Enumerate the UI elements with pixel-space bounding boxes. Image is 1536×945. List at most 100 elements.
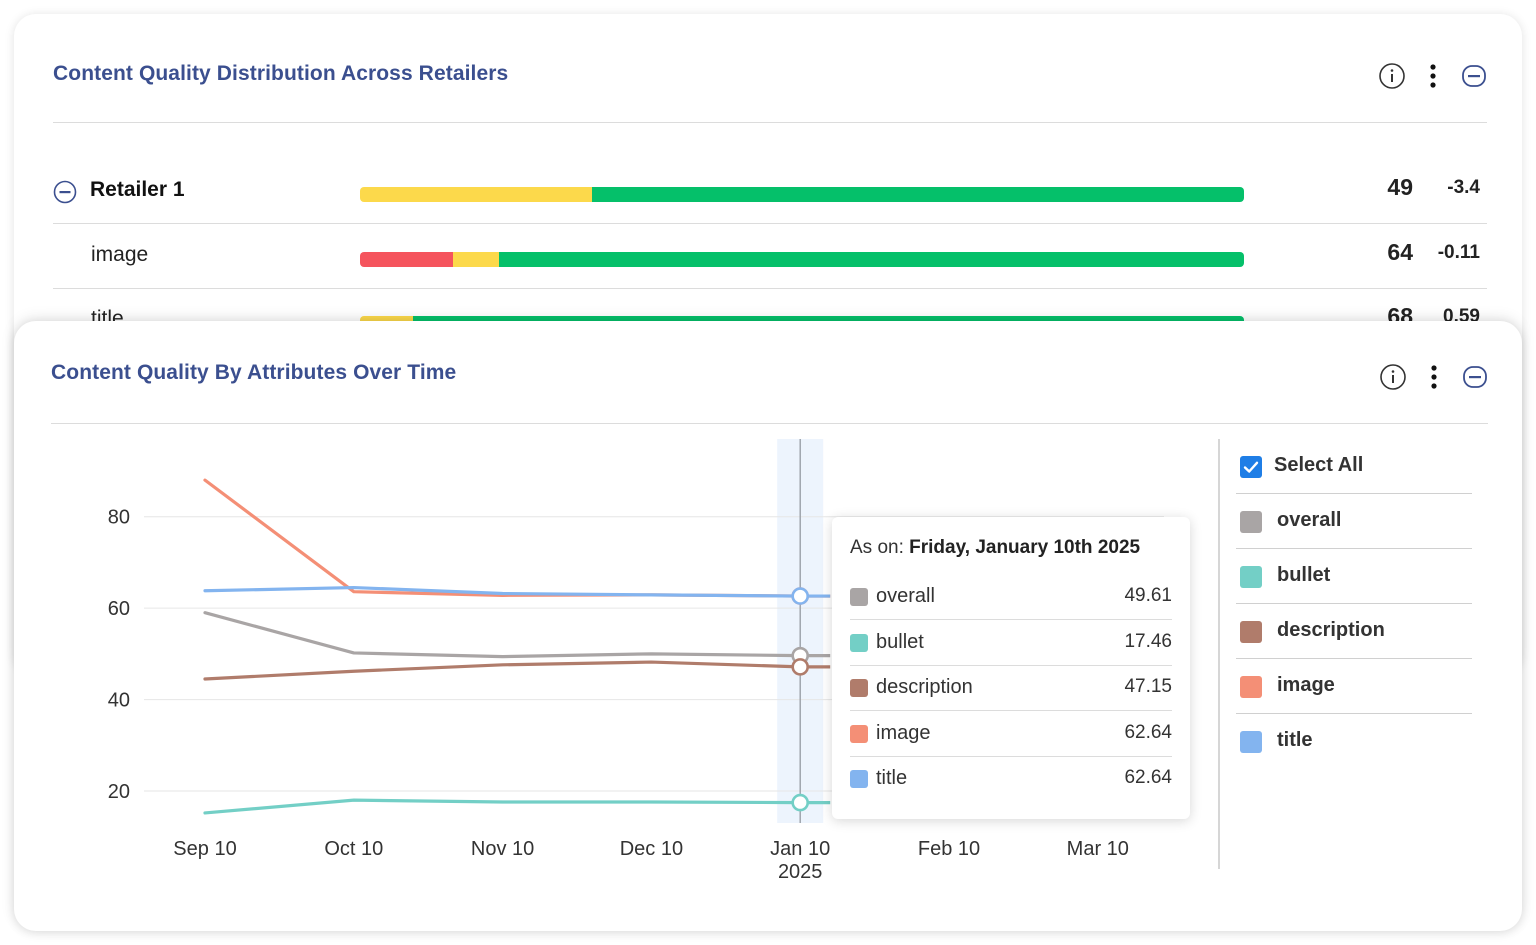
x-tick-label: Jan 10 [770, 838, 830, 860]
legend-swatch [1240, 566, 1262, 588]
bar-segment [360, 252, 453, 267]
attribute-row: image 64 -0.11 [53, 225, 1487, 289]
tooltip-swatch [850, 679, 868, 697]
legend-swatch [1240, 511, 1262, 533]
x-tick-label: Sep 10 [173, 838, 236, 860]
x-tick-sublabel: 2025 [778, 861, 823, 883]
legend-label: bullet [1277, 564, 1331, 586]
attributes-card-title: Content Quality By Attributes Over Time [51, 361, 457, 384]
x-tick-label: Dec 10 [620, 838, 683, 860]
retailer-delta: -3.4 [1447, 177, 1480, 198]
tooltip-series-value: 62.64 [1124, 722, 1172, 743]
legend-divider [1236, 493, 1472, 494]
tooltip-row: bullet 17.46 [850, 620, 1172, 666]
hover-point-bullet [791, 793, 810, 812]
y-tick-label: 20 [108, 781, 130, 803]
tooltip-prefix: As on: [850, 537, 904, 558]
tooltip-row: image 62.64 [850, 711, 1172, 757]
tooltip-row: overall 49.61 [850, 574, 1172, 620]
attribute-score: 64 [1387, 239, 1413, 265]
retailer-name: Retailer 1 [90, 178, 185, 201]
legend-swatch [1240, 731, 1262, 753]
retailer-row[interactable]: Retailer 1 49 -3.4 [53, 160, 1487, 224]
select-all-label: Select All [1274, 454, 1364, 476]
quality-distribution-bar [360, 187, 1244, 202]
legend-item-image[interactable]: image [1236, 659, 1472, 714]
bar-segment [591, 187, 1244, 202]
chart-legend: Select All overall bullet description im… [1236, 439, 1472, 769]
tooltip-swatch [850, 588, 868, 606]
tooltip-series-name: title [876, 767, 908, 789]
tooltip-row: title 62.64 [850, 756, 1172, 802]
info-icon[interactable] [1378, 62, 1406, 90]
collapse-icon[interactable] [1461, 363, 1489, 391]
tooltip-swatch [850, 725, 868, 743]
legend-divider [1236, 548, 1472, 549]
row-divider [53, 288, 1487, 289]
collapse-row-icon[interactable] [53, 180, 77, 204]
tooltip-series-name: bullet [876, 631, 924, 653]
x-tick-label: Mar 10 [1067, 838, 1129, 860]
legend-swatch [1240, 676, 1262, 698]
tooltip-series-name: description [876, 676, 973, 698]
series-line-bullet [203, 798, 802, 815]
header-divider [53, 122, 1487, 123]
tooltip-date: Friday, January 10th 2025 [909, 537, 1141, 558]
tooltip-divider [850, 756, 1172, 757]
collapse-icon[interactable] [1460, 62, 1488, 90]
legend-swatch [1240, 621, 1262, 643]
series-line-title [203, 585, 802, 598]
distribution-card-title: Content Quality Distribution Across Reta… [53, 62, 509, 85]
line-chart[interactable]: 20 40 60 80 Sep 10 Oct 10 Nov 10 Dec 10 Jan 1020… [14, 321, 1214, 931]
tooltip-series-name: image [876, 722, 931, 744]
tooltip-swatch [850, 770, 868, 788]
x-tick-label: Feb 10 [918, 838, 980, 860]
distribution-card-actions [1378, 62, 1488, 90]
legend-item-description[interactable]: description [1236, 604, 1472, 659]
legend-separator [1218, 439, 1220, 869]
quality-distribution-bar [360, 252, 1244, 267]
tooltip-divider [850, 619, 1172, 620]
checkbox-checked-icon[interactable] [1240, 456, 1262, 478]
hover-point-title [791, 587, 810, 605]
tooltip-divider [850, 665, 1172, 666]
legend-item-bullet[interactable]: bullet [1236, 549, 1472, 604]
attribute-name: image [91, 243, 149, 266]
tooltip-series-value: 62.64 [1124, 767, 1172, 788]
legend-item-overall[interactable]: overall [1236, 494, 1472, 549]
legend-divider [1236, 603, 1472, 604]
tooltip-series-value: 17.46 [1124, 631, 1172, 652]
tooltip-divider [850, 710, 1172, 711]
info-icon[interactable] [1379, 363, 1407, 391]
legend-divider [1236, 713, 1472, 714]
attributes-over-time-card: Content Quality By Attributes Over Time … [14, 321, 1522, 931]
row-divider [53, 223, 1487, 224]
tooltip-header: As on: Friday, January 10th 2025 [850, 537, 1140, 559]
legend-item-title[interactable]: title [1236, 714, 1472, 769]
header-divider [51, 423, 1488, 424]
x-tick-label: Oct 10 [324, 838, 383, 860]
bar-segment [360, 187, 592, 202]
hover-point-description [791, 658, 810, 676]
more-vertical-icon[interactable] [1419, 62, 1447, 90]
tooltip-row: description 47.15 [850, 665, 1172, 711]
select-all-checkbox[interactable]: Select All [1236, 439, 1472, 494]
series-line-description [203, 660, 802, 681]
tooltip-series-value: 49.61 [1124, 585, 1172, 606]
bar-segment [452, 252, 499, 267]
legend-divider [1236, 658, 1472, 659]
tooltip-series-name: overall [876, 585, 935, 607]
bar-segment [498, 252, 1244, 267]
x-tick-label: Nov 10 [471, 838, 534, 860]
legend-label: title [1277, 729, 1313, 751]
y-tick-label: 60 [108, 598, 130, 620]
legend-label: overall [1277, 509, 1342, 531]
attribute-delta: -0.11 [1437, 242, 1480, 263]
series-line-overall [203, 611, 802, 659]
chart-tooltip: As on: Friday, January 10th 2025 overall… [832, 517, 1190, 819]
tooltip-series-value: 47.15 [1124, 676, 1172, 697]
more-vertical-icon[interactable] [1420, 363, 1448, 391]
legend-label: description [1277, 619, 1385, 641]
legend-label: image [1277, 674, 1335, 696]
tooltip-swatch [850, 634, 868, 652]
